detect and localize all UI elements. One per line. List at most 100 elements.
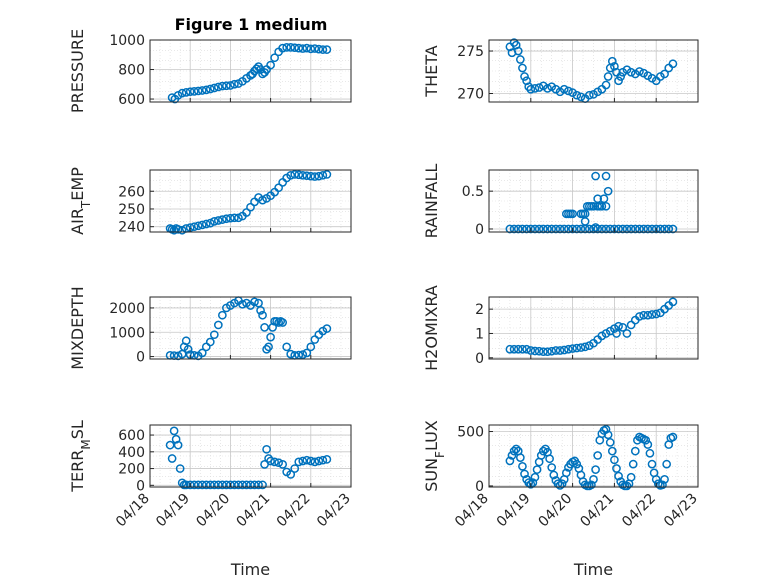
y-axis-label-tail: SL: [68, 420, 87, 439]
data-point: [601, 425, 611, 434]
data-point: [526, 224, 536, 234]
data-point: [614, 471, 623, 481]
data-point: [278, 460, 288, 469]
data-point: [302, 43, 312, 53]
data-point: [306, 171, 316, 181]
data-point: [258, 195, 267, 205]
subplot-pressure: 600 800 1000 PRESSURE: [68, 29, 352, 113]
data-point: [189, 222, 199, 232]
data-point: [266, 60, 275, 70]
data-point: [197, 86, 207, 95]
data-point: [322, 45, 332, 54]
y-axis-label-subscript: T: [79, 200, 93, 209]
data-point: [626, 67, 636, 77]
data-point: [230, 213, 239, 223]
data-point: [639, 310, 649, 320]
data-point: [643, 310, 653, 320]
data-point: [518, 461, 527, 471]
data-point: [607, 446, 617, 456]
data-point: [193, 86, 203, 96]
data-point: [668, 59, 678, 69]
data-point: [526, 479, 536, 489]
data-point: [513, 224, 523, 234]
data-point: [286, 43, 296, 52]
data-point: [201, 85, 211, 95]
data-point: [561, 468, 571, 478]
y-tick-label: 200: [118, 462, 145, 478]
data-point: [618, 224, 628, 234]
y-axis-label: AIRTEMP: [68, 167, 93, 235]
data-point: [213, 82, 223, 92]
data-point: [209, 83, 219, 93]
data-point: [534, 224, 544, 234]
data-point: [306, 342, 316, 352]
y-tick-label: 800: [118, 63, 145, 79]
data-point: [520, 469, 529, 479]
data-point: [310, 172, 320, 181]
data-point: [242, 480, 251, 490]
x-axis-label: Time: [230, 560, 270, 579]
y-axis-label: PRESSURE: [68, 29, 87, 113]
data-point: [505, 344, 515, 354]
data-point: [274, 183, 283, 193]
y-axis-label: THETA: [422, 45, 441, 97]
data-point: [518, 344, 527, 354]
y-axis-label-main: H2OMIXRA: [422, 285, 441, 371]
data-point: [572, 459, 582, 469]
data-point: [614, 76, 623, 86]
data-point: [626, 472, 636, 482]
axes-box: [488, 39, 699, 103]
data-point: [530, 224, 540, 234]
y-axis-label-main: SUN: [422, 458, 441, 492]
data-point: [505, 224, 515, 234]
data-point: [591, 223, 600, 232]
data-point: [507, 451, 517, 460]
data-point: [555, 346, 565, 355]
data-point: [522, 224, 531, 234]
data-point: [197, 348, 207, 358]
data-point: [662, 459, 672, 469]
data-point: [518, 224, 527, 234]
y-tick-label: 0.5: [462, 184, 484, 200]
y-tick-label: 2000: [109, 301, 145, 317]
y-tick-label: 2: [475, 302, 484, 318]
data-point: [226, 480, 235, 490]
data-point: [250, 297, 259, 307]
y-axis-label: RAINFALL: [422, 164, 441, 239]
data-point: [183, 344, 193, 354]
y-tick-label: 1000: [109, 33, 145, 49]
data-point: [614, 321, 623, 331]
data-point: [294, 457, 304, 467]
data-point: [547, 224, 557, 234]
data-point: [185, 480, 195, 490]
data-point: [294, 170, 304, 180]
data-point: [622, 224, 632, 234]
data-point: [197, 480, 207, 490]
data-point: [310, 44, 320, 53]
y-tick-label: 240: [118, 220, 145, 236]
data-point: [181, 88, 191, 97]
data-point: [647, 310, 657, 319]
y-tick-label: 600: [118, 428, 145, 444]
data-point: [509, 344, 519, 354]
data-point: [580, 217, 590, 226]
data-point: [286, 349, 296, 359]
data-point: [616, 72, 626, 81]
y-tick-label: 1000: [109, 325, 145, 341]
data-point: [213, 320, 223, 330]
data-point: [298, 350, 308, 359]
data-point: [524, 478, 534, 487]
data-point: [576, 343, 586, 352]
data-point: [647, 459, 657, 469]
data-point: [534, 346, 544, 356]
data-point: [258, 480, 267, 490]
data-point: [322, 324, 332, 333]
data-point: [290, 464, 300, 473]
data-point: [298, 44, 308, 53]
data-point: [538, 224, 548, 234]
data-point: [205, 480, 215, 490]
data-point: [205, 337, 215, 347]
data-point: [593, 194, 603, 204]
data-point: [660, 224, 669, 234]
